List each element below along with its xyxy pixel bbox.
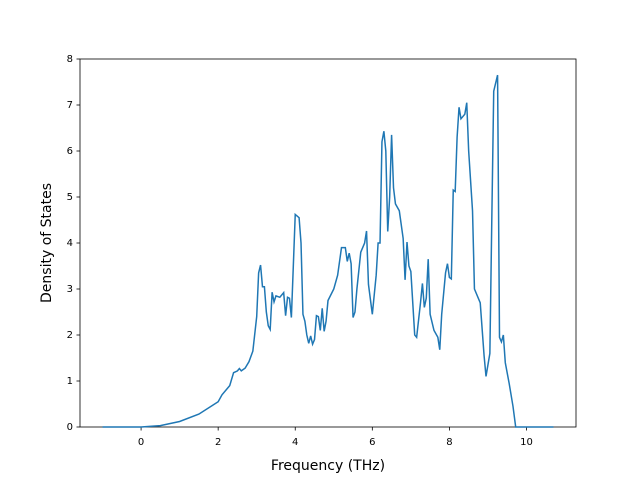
x-tick-label: 10 bbox=[520, 437, 533, 448]
x-tick-label: 8 bbox=[446, 437, 452, 448]
y-tick-label: 0 bbox=[67, 422, 73, 433]
y-tick-label: 2 bbox=[67, 330, 73, 341]
y-tick-label: 4 bbox=[67, 238, 73, 249]
x-tick-label: 0 bbox=[138, 437, 144, 448]
y-tick-label: 5 bbox=[67, 192, 73, 203]
y-tick-label: 1 bbox=[67, 376, 73, 387]
plot-frame bbox=[79, 58, 577, 428]
y-tick-label: 3 bbox=[67, 284, 73, 295]
line-series bbox=[102, 74, 554, 428]
x-tick-label: 4 bbox=[292, 437, 298, 448]
y-tick-label: 6 bbox=[67, 146, 73, 157]
x-tick-label: 6 bbox=[369, 437, 375, 448]
x-tick-label: 2 bbox=[215, 437, 221, 448]
y-axis-label: Density of States bbox=[39, 183, 55, 303]
y-tick-label: 7 bbox=[67, 100, 73, 111]
x-axis-label: Frequency (THz) bbox=[271, 458, 385, 474]
y-tick-label: 8 bbox=[67, 54, 73, 65]
